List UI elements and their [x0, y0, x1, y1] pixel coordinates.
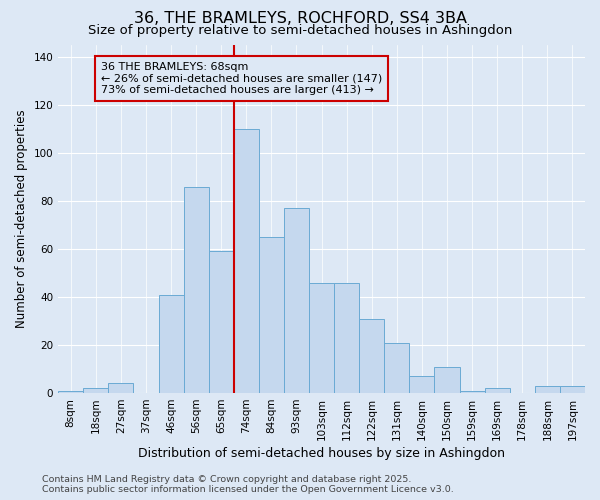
- Bar: [485, 388, 510, 393]
- Bar: [309, 282, 334, 393]
- Bar: [334, 282, 359, 393]
- X-axis label: Distribution of semi-detached houses by size in Ashingdon: Distribution of semi-detached houses by …: [138, 447, 505, 460]
- Bar: [434, 366, 460, 393]
- Text: 36, THE BRAMLEYS, ROCHFORD, SS4 3BA: 36, THE BRAMLEYS, ROCHFORD, SS4 3BA: [133, 11, 467, 26]
- Bar: [158, 294, 184, 393]
- Bar: [535, 386, 560, 393]
- Bar: [284, 208, 309, 393]
- Bar: [560, 386, 585, 393]
- Text: 36 THE BRAMLEYS: 68sqm
← 26% of semi-detached houses are smaller (147)
73% of se: 36 THE BRAMLEYS: 68sqm ← 26% of semi-det…: [101, 62, 382, 95]
- Bar: [259, 237, 284, 393]
- Y-axis label: Number of semi-detached properties: Number of semi-detached properties: [15, 110, 28, 328]
- Bar: [184, 186, 209, 393]
- Bar: [209, 252, 234, 393]
- Bar: [359, 318, 385, 393]
- Text: Contains HM Land Registry data © Crown copyright and database right 2025.
Contai: Contains HM Land Registry data © Crown c…: [42, 474, 454, 494]
- Bar: [385, 342, 409, 393]
- Bar: [409, 376, 434, 393]
- Bar: [58, 390, 83, 393]
- Bar: [460, 390, 485, 393]
- Bar: [234, 129, 259, 393]
- Text: Size of property relative to semi-detached houses in Ashingdon: Size of property relative to semi-detach…: [88, 24, 512, 37]
- Bar: [83, 388, 109, 393]
- Bar: [109, 384, 133, 393]
